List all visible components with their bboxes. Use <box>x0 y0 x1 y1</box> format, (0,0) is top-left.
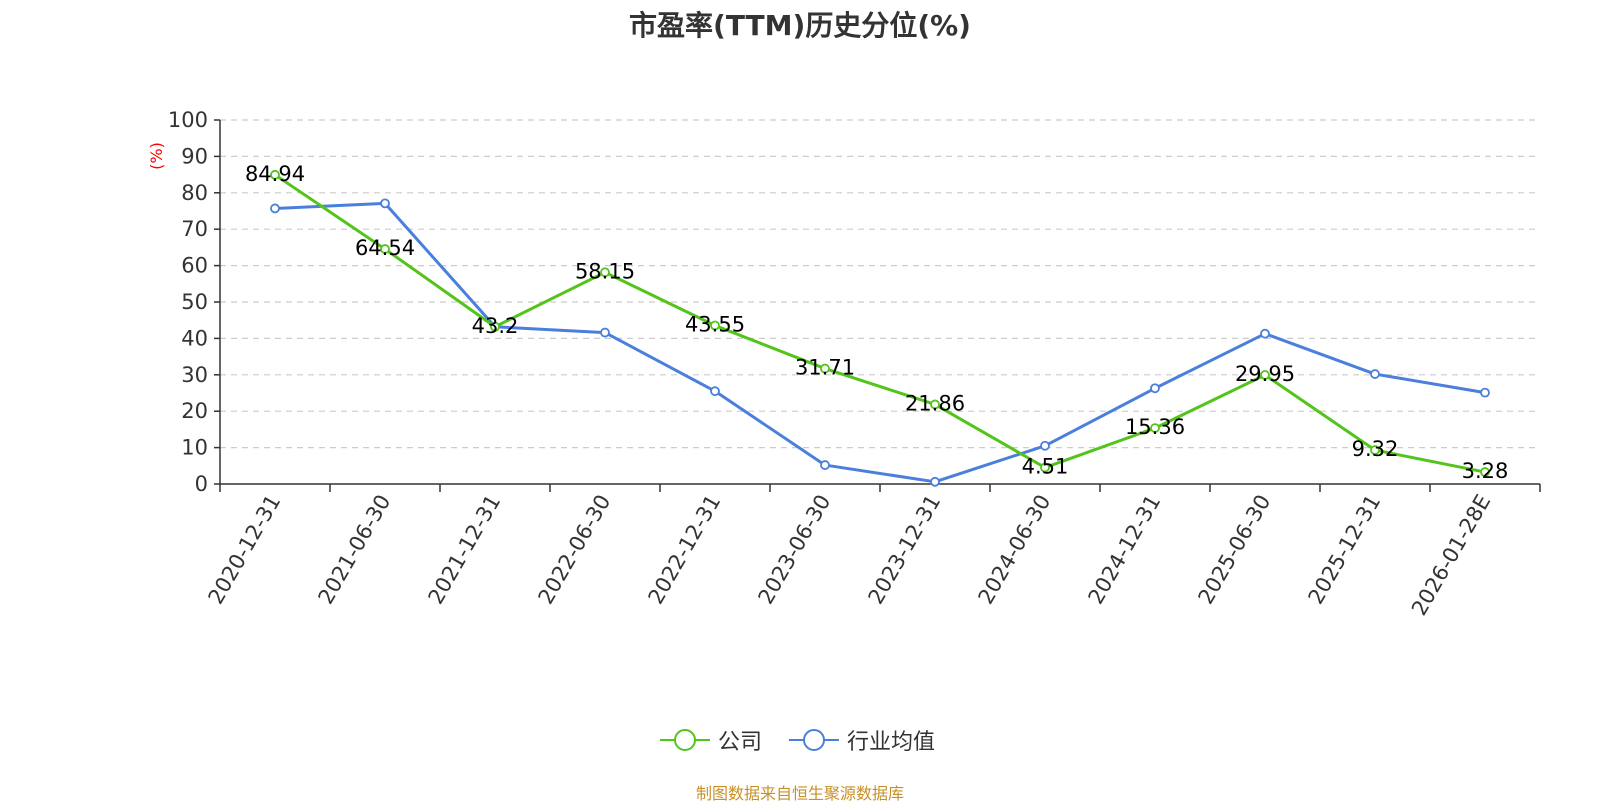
source-note: 制图数据来自恒生聚源数据库 <box>695 784 904 803</box>
data-point <box>270 203 280 214</box>
x-tick-label: 2022-12-31 <box>644 491 726 609</box>
data-point <box>710 320 720 331</box>
data-point <box>380 244 390 254</box>
data-point <box>1370 445 1380 455</box>
data-label: 15.36 <box>1125 415 1185 439</box>
legend-item-company[interactable]: 公司 <box>660 720 762 760</box>
x-tick-label: 2023-12-31 <box>864 491 946 609</box>
data-point <box>270 169 280 180</box>
data-point <box>1150 383 1160 394</box>
legend-line-icon <box>660 729 710 751</box>
data-point <box>1040 440 1050 451</box>
data-point <box>600 267 610 278</box>
data-label: 29.95 <box>1235 362 1295 386</box>
data-point <box>930 399 940 410</box>
data-label: 84.94 <box>245 162 305 186</box>
data-point <box>820 460 830 470</box>
x-tick-label: 2024-06-30 <box>974 491 1056 609</box>
x-tick-label: 2021-12-31 <box>424 491 506 609</box>
data-label: 3.28 <box>1462 459 1509 483</box>
x-tick-label: 2025-12-31 <box>1304 491 1386 609</box>
legend-item-industry[interactable]: 行业均值 <box>789 720 935 760</box>
y-tick-label: 30 <box>181 363 208 387</box>
data-label: 9.32 <box>1352 437 1399 461</box>
data-labels: 84.94 64.54 43.2 58.15 43.55 31.71 21.86 4.51 15… <box>245 162 1508 483</box>
x-tick-label: 2021-06-30 <box>314 491 396 609</box>
data-point <box>710 386 720 397</box>
y-axis-unit-label: (%) <box>147 142 166 170</box>
data-point <box>1480 467 1490 477</box>
y-tick-label: 60 <box>181 254 208 278</box>
x-tick-label: 2022-06-30 <box>534 491 616 609</box>
data-label: 58.15 <box>575 259 635 283</box>
legend: 公司 行业均值 <box>0 720 1600 760</box>
legend-line-icon <box>789 729 839 751</box>
y-tick-label: 0 <box>195 472 208 496</box>
legend-label: 公司 <box>718 730 763 755</box>
x-tick-label: 2026-01-28E <box>1407 491 1495 620</box>
series-line <box>274 173 1486 474</box>
data-point <box>930 476 940 487</box>
x-tick-label: 2020-12-31 <box>204 491 286 609</box>
x-tick-label: 2024-12-31 <box>1084 491 1166 609</box>
y-tick-label: 50 <box>181 290 208 314</box>
legend-label: 行业均值 <box>847 730 936 755</box>
data-point <box>490 321 500 332</box>
data-point <box>1260 370 1270 380</box>
y-tick-label: 10 <box>181 436 208 460</box>
y-tick-label: 40 <box>181 326 208 350</box>
series-line <box>274 201 1486 484</box>
data-label: 43.55 <box>685 312 745 336</box>
y-tick-label: 20 <box>181 399 208 423</box>
data-label: 31.71 <box>795 356 855 380</box>
y-tick-label: 80 <box>181 181 208 205</box>
y-tick-label: 90 <box>181 144 208 168</box>
data-point <box>1040 462 1050 473</box>
data-point <box>1480 387 1490 398</box>
data-label: 4.51 <box>1022 455 1069 479</box>
data-point <box>820 363 830 374</box>
grid-lines <box>220 119 1540 449</box>
data-label: 43.2 <box>472 314 519 338</box>
chart-title: 市盈率(TTM)历史分位(%) <box>629 9 971 42</box>
data-label: 21.86 <box>905 391 965 415</box>
data-point <box>1260 328 1270 339</box>
data-label: 64.54 <box>355 236 415 260</box>
series <box>270 169 1490 487</box>
data-point <box>380 198 390 209</box>
data-point <box>1150 423 1160 433</box>
y-tick-label: 100 <box>168 108 208 132</box>
x-tick-label: 2023-06-30 <box>754 491 836 609</box>
data-point <box>1370 369 1380 379</box>
y-tick-label: 70 <box>181 217 208 241</box>
x-tick-label: 2025-06-30 <box>1194 491 1276 609</box>
data-point <box>600 327 610 338</box>
